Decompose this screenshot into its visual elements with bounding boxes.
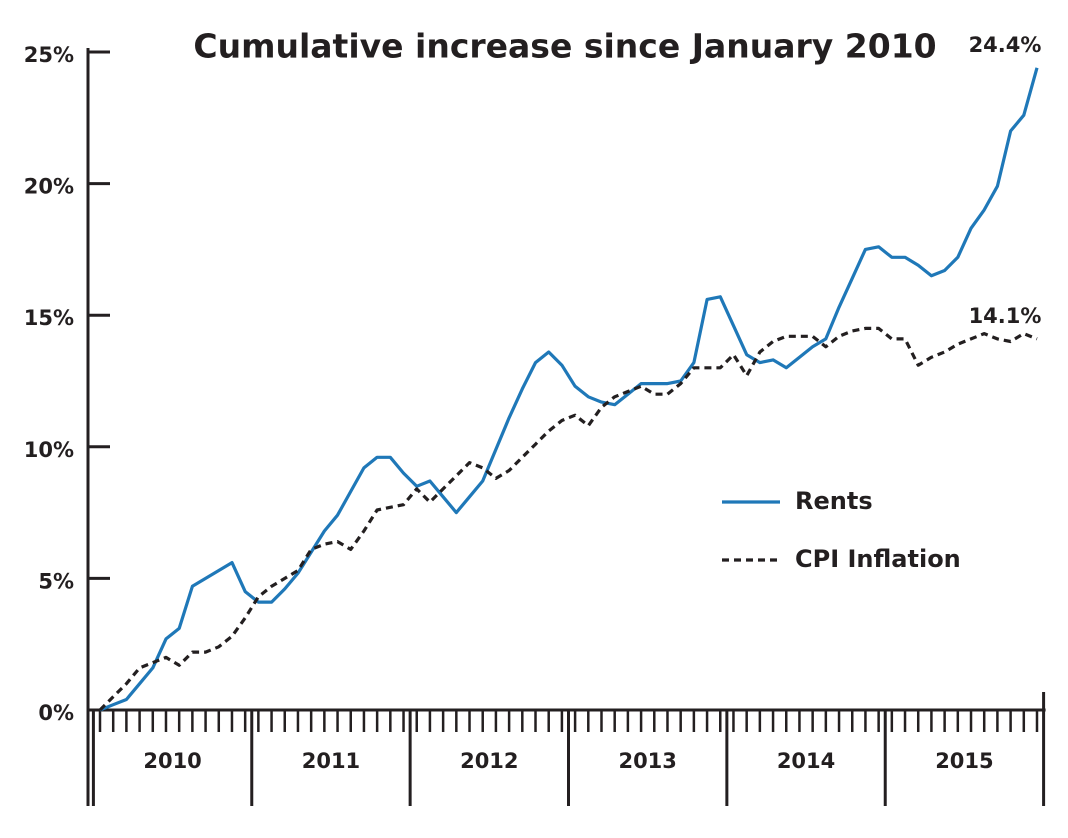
year-label: 2012 — [460, 749, 518, 773]
end-label: 24.4% — [969, 33, 1042, 57]
legend-label: Rents — [795, 487, 873, 515]
series-line — [99, 67, 1039, 712]
y-tick-label: 20% — [24, 175, 74, 199]
y-tick-label: 10% — [24, 438, 74, 462]
legend-label: CPI Inflation — [795, 545, 961, 573]
year-label: 2015 — [935, 749, 993, 773]
end-label: 14.1% — [969, 304, 1042, 328]
y-tick-label: 15% — [24, 306, 74, 330]
series-line — [98, 326, 1038, 712]
y-tick-label: 25% — [24, 43, 74, 67]
year-label: 2011 — [302, 749, 360, 773]
chart-title: Cumulative increase since January 2010 — [193, 27, 936, 66]
year-label: 2014 — [777, 749, 835, 773]
y-tick-label: 0% — [38, 701, 74, 725]
y-tick-label: 5% — [38, 569, 74, 593]
year-label: 2013 — [618, 749, 676, 773]
year-label: 2010 — [143, 749, 201, 773]
